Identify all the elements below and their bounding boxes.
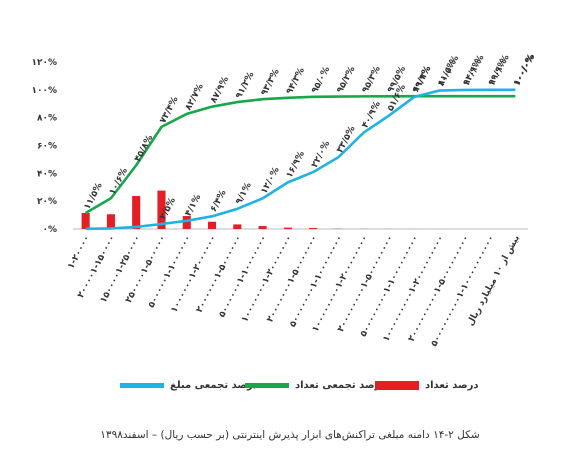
- data-label-lower: ۹۴/۹%: [462, 57, 484, 87]
- y-tick-label: ۶۰%: [37, 142, 57, 152]
- y-tick-label: ۸۰%: [37, 114, 57, 124]
- data-label-upper: ۹۵/۲%: [335, 65, 357, 95]
- bar-count-percent: [81, 212, 90, 229]
- bar-count-percent: [233, 224, 242, 229]
- data-label-upper: ۸۲/۷%: [184, 82, 206, 112]
- y-tick-label: ۱۲۰%: [32, 58, 58, 68]
- data-label-lower: ۲۲/۰%: [310, 139, 332, 169]
- legend-swatch-count-percent: [375, 381, 419, 390]
- legend: درصد تجمعی مبلغ درصد تجمعی تعداد درصد تع…: [120, 380, 480, 396]
- data-label-lower: ۱۲/۰%: [259, 166, 281, 196]
- bar-count-percent: [182, 216, 191, 229]
- data-label-upper: ۴۵/۸%: [133, 134, 155, 164]
- x-tick-label: ۲۰۰۰۰۰۰۱-۵۰۰۰۰۰۰: [195, 234, 244, 315]
- data-label-upper: ۹۳/۳%: [259, 67, 281, 97]
- data-label-lower: ۴۰/۹%: [361, 100, 383, 130]
- x-tick-label: ۱-۲۰۰۰۰: [66, 234, 92, 271]
- legend-item-cumulative-count: درصد تجمعی تعداد: [245, 380, 385, 391]
- data-label-upper: ۱۰/۶%: [108, 167, 130, 197]
- data-label-lower: ۸۱/۵%: [436, 58, 458, 88]
- legend-item-count-percent: درصد تعداد: [375, 380, 479, 391]
- data-label-upper: ۹۱/۲%: [234, 70, 256, 100]
- data-label-lower: ۴/۱%: [184, 193, 204, 218]
- legend-label-count-percent: درصد تعداد: [425, 380, 479, 391]
- data-label-upper: ۹۴/۳%: [285, 66, 307, 96]
- data-label-upper: ۷۳/۴%: [158, 95, 180, 125]
- legend-label-cumulative-count: درصد تجمعی تعداد: [295, 380, 386, 391]
- chart-canvas: ۰% ۲۰% ۴۰% ۶۰% ۸۰% ۱۰۰% ۱۲۰% ۱۱/۵% ۱۰/۶%۴۵/۸%۷۳/…: [32, 52, 538, 348]
- data-label-upper: ۱۱/۵%: [82, 181, 104, 211]
- data-label-lower: ۱۰۰/۰%: [512, 52, 537, 87]
- data-label-lower: ۳۳/۵%: [335, 124, 357, 154]
- data-label-lower: ۶/۴%: [209, 188, 229, 213]
- legend-label-cumulative-amount: درصد تجمعی مبلغ: [170, 380, 258, 391]
- y-tick-label: ۰%: [42, 225, 57, 235]
- bar-count-percent: [132, 196, 141, 229]
- bar-count-percent: [207, 221, 217, 229]
- y-tick-label: ۴۰%: [37, 169, 57, 179]
- figure-caption: شکل ۲-۱۴ دامنه مبلغی تراکنش‌های ابزار پذ…: [100, 429, 480, 441]
- x-tick-label: ۵۰۰۰۰۰۰۱-۱۰۰۰۰۰۰۰: [217, 234, 269, 320]
- line-cumulative-count: [84, 94, 516, 215]
- legend-item-cumulative-amount: درصد تجمعی مبلغ: [120, 380, 258, 391]
- bar-count-percent: [258, 226, 267, 229]
- bar-count-percent: [309, 228, 318, 229]
- line-cumulative-amount: [85, 88, 516, 231]
- legend-swatch-cumulative-count: [245, 383, 289, 388]
- y-tick-label: ۲۰%: [37, 197, 57, 207]
- data-label-upper: ۹۵/۰%: [310, 65, 332, 95]
- data-label-lower: ۹۹/۹%: [487, 57, 509, 87]
- data-label-lower: ۶۹/۳%: [411, 64, 433, 94]
- data-label-upper: ۹۵/۳%: [361, 65, 383, 95]
- bar-count-percent: [283, 227, 292, 229]
- data-label-upper: ۸۷/۹%: [209, 75, 231, 105]
- bar-count-percent: [106, 214, 115, 229]
- legend-swatch-cumulative-amount: [120, 383, 164, 388]
- x-tick-label: ۱۰۰۰۰۰۰۱-۲۰۰۰۰۰۰: [169, 234, 218, 315]
- y-tick-label: ۱۰۰%: [32, 86, 58, 96]
- bar-count-percent: [157, 190, 166, 229]
